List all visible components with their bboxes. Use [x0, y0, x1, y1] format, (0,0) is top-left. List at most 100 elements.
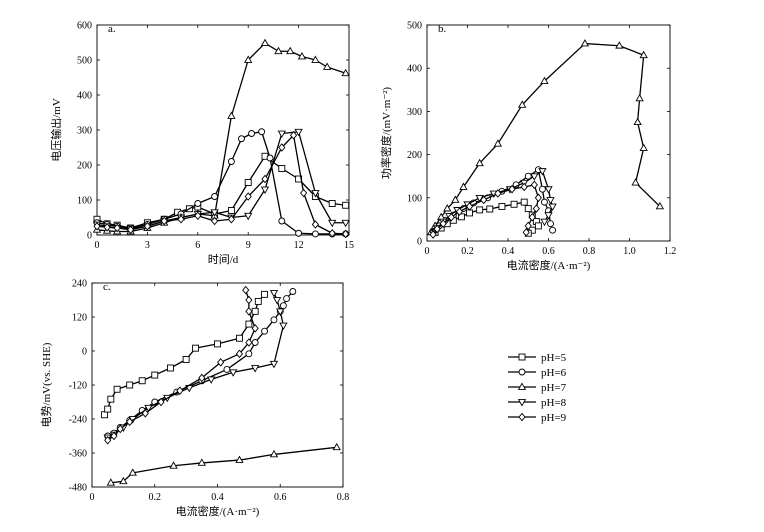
data-point: [530, 180, 538, 190]
y-tick-label: 500: [77, 56, 92, 67]
data-point: [278, 143, 286, 152]
data-point: [126, 417, 134, 427]
data-point: [143, 221, 151, 231]
data-point: [311, 55, 320, 63]
series-ph-8: [92, 128, 350, 234]
data-point: [311, 230, 319, 238]
data-point: [244, 192, 252, 201]
data-point: [104, 405, 112, 413]
data-point: [278, 165, 286, 172]
data-point: [227, 207, 235, 214]
y-tick-label: 400: [407, 64, 422, 75]
y-axis-title: 电势/mV(vs. SHE): [40, 342, 53, 427]
x-axis-title: 时间/d: [208, 253, 239, 266]
panel-b: 0 0.2 0.4 0.6 0.8 1.0 1.2 0 100 200 300 400 500 b. 电流密…: [379, 21, 676, 273]
series-ph-9: [93, 130, 350, 239]
data-point: [538, 168, 547, 176]
data-point: [245, 307, 253, 316]
data-point: [251, 324, 259, 333]
data-point: [258, 128, 266, 136]
data-point: [160, 216, 168, 226]
data-point: [126, 381, 134, 389]
series-ph-7: [92, 38, 350, 235]
x-tick-label: 15: [344, 240, 354, 251]
data-point: [544, 212, 553, 220]
data-point: [192, 344, 199, 352]
x-tick-label: 3: [145, 240, 150, 251]
series-ph-9: [429, 180, 542, 239]
data-point: [540, 218, 549, 227]
data-point: [522, 228, 530, 237]
data-point: [272, 297, 282, 305]
data-point: [254, 297, 262, 305]
y-tick-label: 300: [77, 126, 92, 137]
data-point: [547, 220, 554, 228]
data-point: [289, 130, 298, 140]
data-point: [342, 229, 350, 239]
data-point: [211, 193, 219, 200]
data-point: [223, 365, 231, 373]
data-point: [166, 364, 174, 372]
data-point: [106, 478, 115, 486]
data-point: [107, 395, 115, 403]
series-ph-5: [101, 290, 269, 419]
data-point: [138, 377, 146, 385]
data-point: [328, 200, 336, 207]
data-point: [277, 130, 286, 139]
data-point: [101, 411, 109, 419]
data-point: [639, 50, 648, 59]
panel-label: c.: [103, 281, 111, 293]
panel-label: a.: [108, 23, 116, 35]
data-point: [227, 111, 236, 119]
data-point: [103, 222, 111, 232]
data-point: [141, 409, 149, 418]
data-point: [532, 204, 540, 213]
data-point: [328, 219, 337, 228]
data-point: [244, 55, 253, 63]
y-tick-label: 600: [77, 21, 92, 32]
data-point: [530, 173, 539, 181]
data-point: [311, 190, 320, 198]
data-point: [104, 435, 112, 445]
series-line: [107, 291, 294, 437]
data-point: [266, 154, 274, 162]
series-line: [96, 131, 346, 235]
data-point: [242, 285, 250, 295]
data-point: [433, 224, 441, 234]
data-point: [476, 206, 484, 214]
x-axis-title: 电流密度/(A·m⁻²): [507, 258, 591, 272]
data-point: [269, 290, 279, 298]
data-point: [176, 386, 184, 395]
y-tick-label: -120: [69, 381, 87, 392]
data-point: [546, 197, 555, 205]
series-ph-9: [104, 285, 259, 445]
data-point: [116, 424, 124, 434]
data-point: [455, 207, 463, 216]
legend-marker: [518, 368, 526, 376]
data-point: [274, 46, 283, 55]
y-tick-label: 120: [72, 313, 87, 324]
legend-marker: [518, 412, 526, 422]
data-point: [279, 322, 288, 331]
data-point: [465, 202, 474, 211]
data-point: [493, 139, 503, 147]
x-tick-label: 0: [425, 246, 430, 257]
data-point: [214, 340, 221, 348]
data-point: [144, 404, 153, 413]
data-point: [245, 320, 253, 328]
data-point: [198, 373, 206, 383]
data-point: [311, 220, 319, 229]
legend-label: pH=8: [541, 397, 567, 409]
data-point: [439, 219, 447, 229]
data-point: [534, 193, 542, 203]
data-point: [278, 217, 286, 225]
data-point: [119, 476, 128, 485]
data-point: [342, 201, 350, 209]
series-line: [432, 184, 540, 235]
data-point: [429, 230, 437, 239]
legend-item: pH=7: [508, 382, 567, 394]
data-point: [494, 189, 502, 198]
data-point: [169, 461, 178, 469]
legend-item: pH=8: [508, 397, 567, 409]
legend-label: pH=5: [541, 352, 567, 364]
